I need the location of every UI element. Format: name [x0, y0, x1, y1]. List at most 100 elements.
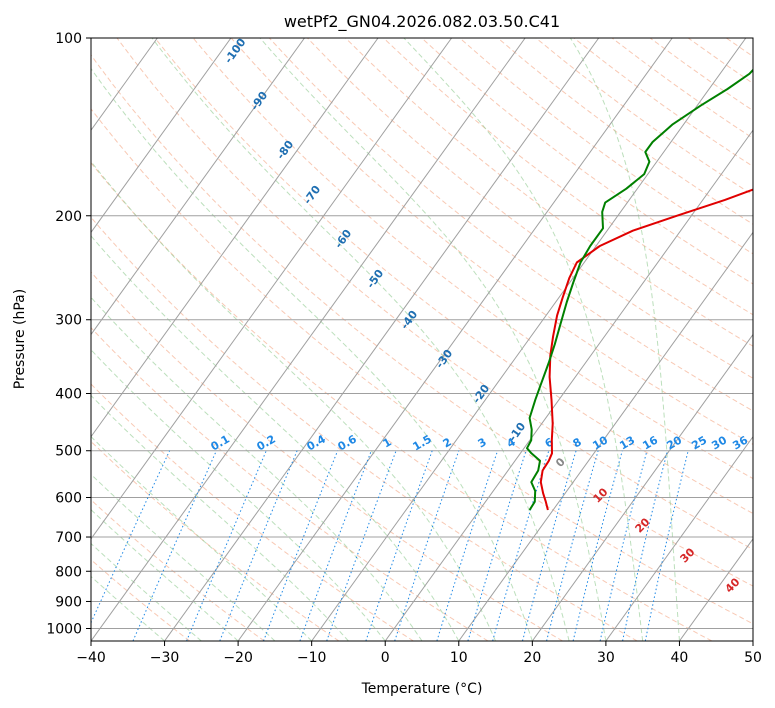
mixing-ratio-line [186, 450, 267, 641]
y-axis: 100 200 300 400 500 600 700 800 900 1000 [46, 31, 91, 637]
dry-adiabat-line [91, 108, 753, 625]
mixing-ratio-label: 8 [571, 435, 584, 450]
isotherm-line [458, 231, 753, 641]
x-axis-label: Temperature (°C) [361, 681, 483, 697]
x-tick-label: −10 [297, 650, 327, 666]
dry-adiabat-line [91, 54, 753, 587]
dry-adiabat-line [116, 38, 753, 550]
moist-adiabat-line [91, 296, 423, 641]
theta-label: 30 [678, 545, 698, 565]
isotherm-line [91, 38, 453, 540]
chart-title: wetPf2_GN04.2026.082.03.50.C41 [284, 12, 560, 32]
mixing-ratio-label: 25 [689, 434, 709, 453]
mixing-ratio-label: 2 [441, 435, 454, 450]
moist-adiabat-line [569, 38, 680, 641]
mixing-ratio-line [394, 450, 460, 641]
dry-adiabat-line [192, 38, 753, 480]
isotherm-grid [0, 38, 753, 641]
y-tick-label: 300 [55, 313, 82, 329]
x-tick-label: 40 [671, 650, 689, 666]
plot-frame [90, 37, 754, 642]
dry-adiabat-line [345, 38, 753, 347]
y-tick-label: 800 [55, 564, 82, 580]
mixing-ratio-line [365, 450, 433, 641]
x-tick-label: 30 [597, 650, 615, 666]
isotherm-line [91, 38, 305, 336]
x-tick-label: 10 [450, 650, 468, 666]
dry-adiabat-line [459, 38, 753, 255]
temperature-profile [539, 188, 753, 511]
mixing-ratio-line [522, 450, 577, 641]
x-tick-label: 20 [523, 650, 541, 666]
x-tick-label: −40 [76, 650, 106, 666]
mixing-ratio-line [644, 450, 689, 641]
mixing-ratio-label: 30 [709, 433, 729, 452]
mixing-ratio-line [599, 450, 648, 641]
dry-adiabat-line [421, 38, 753, 285]
dry-adiabats [91, 38, 775, 641]
dry-adiabat-line [307, 38, 753, 379]
mixing-ratio-line [326, 450, 397, 641]
mixing-ratio-line [263, 450, 339, 641]
sounding-profiles [526, 68, 753, 511]
isotherm-label: -20 [470, 382, 492, 406]
x-tick-label: 50 [744, 650, 762, 666]
mixing-ratio-line [91, 450, 171, 624]
mixing-ratio-line [467, 450, 527, 641]
isotherm-label: -70 [301, 183, 323, 207]
dry-adiabat-line [535, 38, 753, 196]
dry-adiabat-line [91, 216, 638, 641]
moist-adiabat-line [259, 38, 607, 641]
isotherm-line [237, 38, 673, 641]
dry-adiabat-line [687, 38, 753, 85]
mixing-ratio-lines [91, 450, 689, 641]
mixing-ratio-label: 16 [640, 433, 660, 452]
isotherm-line [605, 435, 753, 641]
isotherm-line [0, 38, 10, 641]
dry-adiabat-line [497, 38, 753, 225]
y-tick-label: 100 [55, 31, 82, 47]
mixing-ratio-line [299, 450, 372, 641]
isotherm-label: -60 [332, 227, 354, 251]
isotherm-line [311, 38, 747, 641]
x-tick-label: −20 [223, 650, 253, 666]
isotherm-line [384, 129, 753, 641]
dry-adiabat-line [230, 38, 753, 445]
mixing-ratio-label: 6 [543, 435, 556, 450]
isotherm-label: -100 [222, 36, 249, 66]
isotherm-label: -50 [364, 267, 386, 291]
dry-adiabat-line [91, 440, 340, 641]
isotherm-line [164, 38, 600, 641]
x-axis: −40 −30 −20 −10 0 10 20 30 40 50 [76, 641, 762, 666]
dewpoint-profile [526, 68, 753, 511]
dry-adiabat-line [764, 38, 775, 641]
dry-adiabat-line [91, 162, 713, 641]
dry-adiabat-line [611, 38, 753, 139]
y-tick-label: 500 [55, 444, 82, 460]
isotherm-line [679, 537, 753, 641]
mixing-ratio-label: 10 [590, 433, 610, 452]
isotherm-line [91, 38, 379, 438]
dry-adiabat-line [383, 38, 753, 316]
theta-label: 10 [591, 485, 611, 505]
dry-adiabat-line [91, 271, 563, 641]
moist-adiabat-line [91, 349, 386, 641]
isotherm-line [752, 640, 753, 641]
moist-adiabat-line [91, 235, 460, 641]
theta-label: 20 [633, 515, 653, 535]
reference-line-labels: 0.1 0.2 0.4 0.6 1 1.5 2 3 4 6 8 10 13 16 20 25 30 36-100-… [209, 36, 751, 596]
isotherm-label: -90 [248, 89, 270, 113]
y-tick-label: 700 [55, 530, 82, 546]
theta-label: 40 [723, 575, 743, 595]
x-tick-label: 0 [381, 650, 390, 666]
y-tick-label: 200 [55, 209, 82, 225]
y-tick-label: 1000 [46, 621, 82, 637]
dry-adiabat-line [91, 383, 414, 641]
mixing-ratio-line [436, 450, 499, 641]
isotherm-line [91, 38, 232, 234]
mixing-ratio-line [572, 450, 623, 641]
isotherm-line [531, 333, 753, 641]
moist-adiabat-line [403, 38, 644, 641]
mixing-ratio-line [219, 450, 298, 641]
pressure-grid [91, 38, 753, 629]
